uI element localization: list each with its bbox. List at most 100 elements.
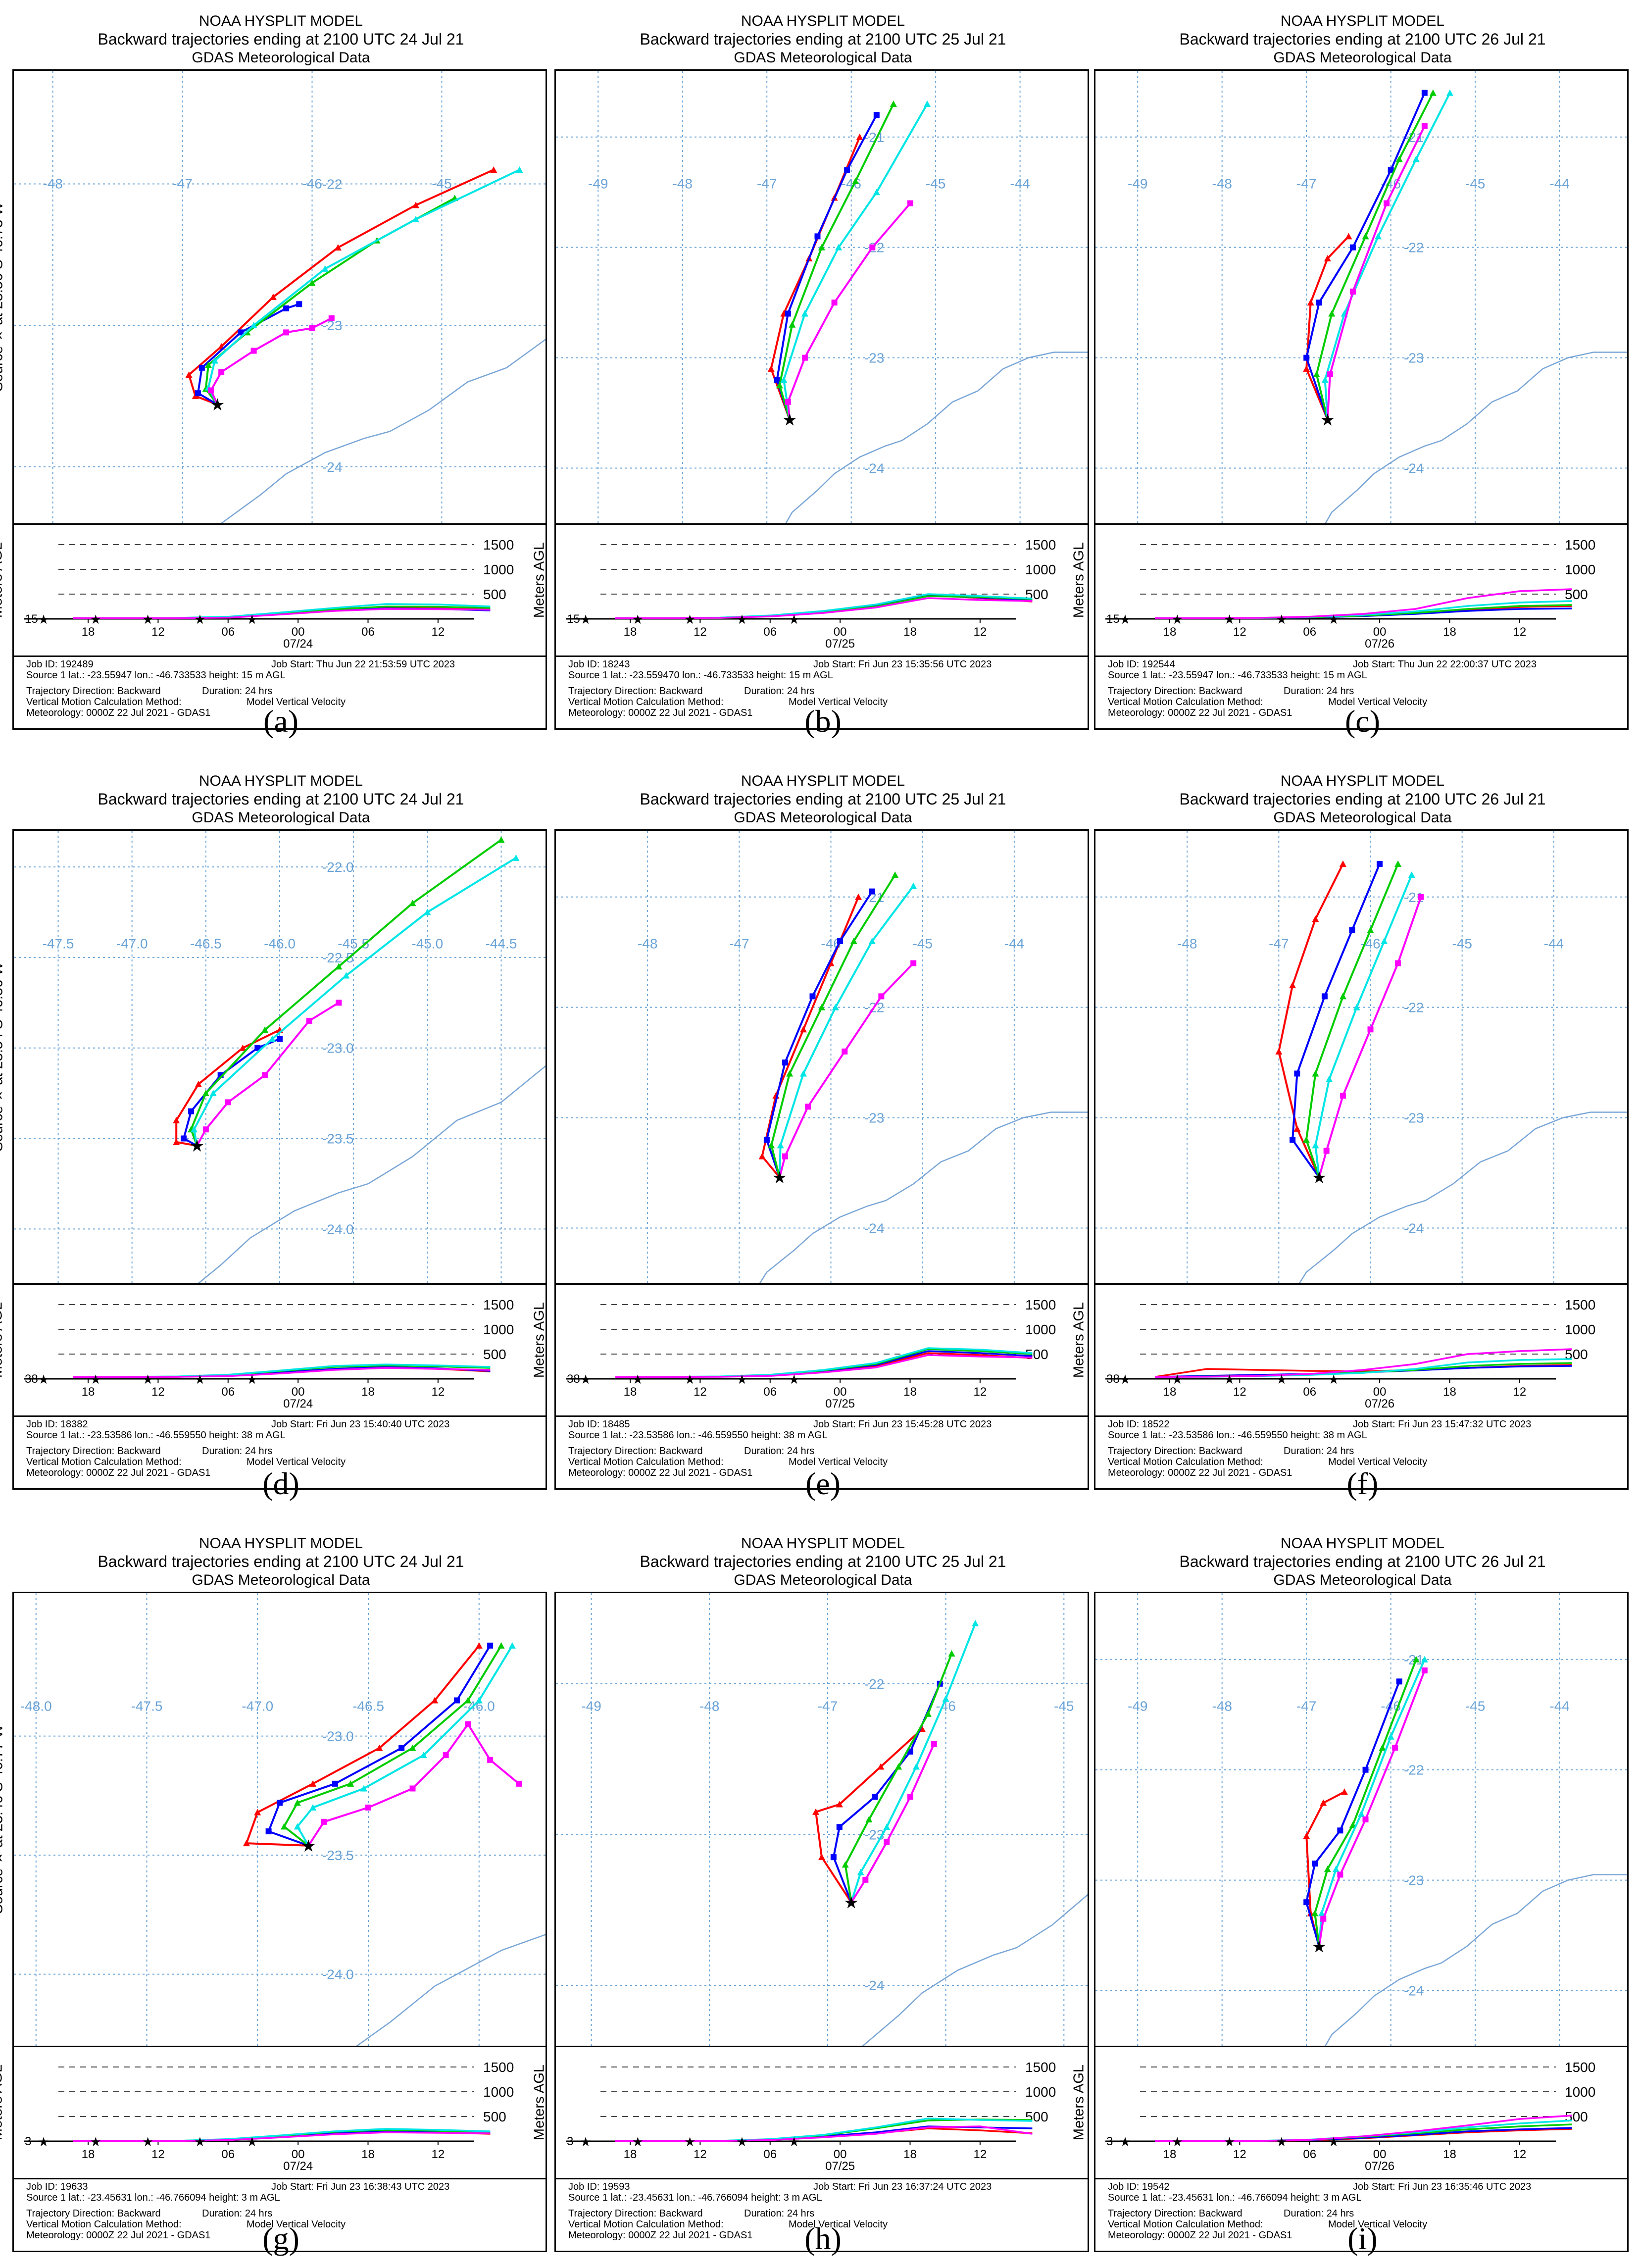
panel-caption: (a) [263, 704, 299, 739]
date-label: 07/25 [825, 637, 855, 651]
lon-tick-label: -45.0 [411, 936, 443, 952]
duration: Duration: 24 hrs [744, 1446, 815, 1457]
vertical-motion-method: Vertical Motion Calculation Method: [26, 1457, 182, 1467]
lon-tick-label: -47.5 [131, 1699, 163, 1714]
trajectory-map: -49-48-47-46-45-44-21-22-23-24★ [1094, 69, 1629, 525]
trajectory-point [1303, 1832, 1310, 1839]
lon-tick-label: -49 [581, 1699, 601, 1714]
meteorology: Meteorology: 0000Z 22 Jul 2021 - GDAS1 [1108, 707, 1292, 718]
height-marker-icon: ★ [194, 1372, 205, 1387]
vertical-motion-value: Model Vertical Velocity [1328, 2219, 1428, 2230]
height-tick-label: 1500 [1025, 1297, 1056, 1312]
panel-e: NOAA HYSPLIT MODEL Backward trajectories … [532, 772, 1092, 1490]
time-tick-label: 00 [834, 1385, 847, 1399]
trajectory-map: -48 -47 -46 -45 -44 -21 -22 -23 -24 ★ [554, 829, 1089, 1285]
trajectory-line-4 [207, 169, 520, 405]
duration: Duration: 24 hrs [202, 686, 273, 697]
trajectory-point [832, 1004, 839, 1010]
panel-b: NOAA HYSPLIT MODEL Backward trajectories … [532, 12, 1092, 730]
job-id: Job ID: 18382 [26, 1419, 88, 1430]
trajectory-point [335, 963, 343, 970]
trajectory-point [774, 377, 780, 383]
height-marker-icon: ★ [1276, 1372, 1287, 1387]
meteorology: Meteorology: 0000Z 22 Jul 2021 - GDAS1 [1108, 2230, 1292, 2241]
lat-tick-label: -22 [1404, 1000, 1424, 1015]
job-info-box: Job ID: 18522 Job Start: Fri Jun 23 15:47… [1094, 1415, 1629, 1490]
meteorology: Meteorology: 0000Z 22 Jul 2021 - GDAS1 [26, 1467, 211, 1478]
trajectory-point [431, 1697, 439, 1704]
panel-title: NOAA HYSPLIT MODEL [1280, 13, 1445, 29]
height-canvas: 1500 1000 500 3 18 12 06 00 18 12 07/25 ★ ★ ★ ★ ★ [566, 2060, 1056, 2173]
trajectory-direction: Trajectory Direction: Backward [1108, 2208, 1242, 2219]
trajectory-point [280, 1823, 288, 1830]
map-canvas: -48 -47 -46 -45 -44-21-22-23-24★ [556, 831, 1088, 1283]
height-line-1 [1155, 2128, 1572, 2142]
duration: Duration: 24 hrs [1284, 686, 1354, 697]
panel-title: NOAA HYSPLIT MODEL [199, 1535, 363, 1552]
height-tick-label: 1500 [1025, 2060, 1056, 2075]
trajectory-point [852, 177, 859, 184]
height-tick-label: 1500 [483, 537, 514, 553]
trajectory-point [869, 888, 875, 895]
height-profile-plot: 1500 1000 500 3 18 12 06 00 18 12 07/24 ★ ★ ★ ★ ★ [12, 2046, 547, 2179]
height-profile-plot: 1500 1000 500 15 18 12 06 00 06 12 07/24 ★ ★ ★ ★ ★ [12, 523, 547, 657]
vertical-motion-value: Model Vertical Velocity [789, 697, 888, 707]
trajectory-point [786, 1070, 794, 1077]
trajectory-point [243, 1840, 250, 1847]
trajectory-point [924, 100, 931, 107]
trajectory-point [334, 244, 342, 251]
coastline [759, 1111, 1088, 1283]
trajectory-direction: Trajectory Direction: Backward [568, 1446, 703, 1457]
trajectory-point [785, 310, 791, 317]
meteorology: Meteorology: 0000Z 22 Jul 2021 - GDAS1 [26, 2230, 211, 2241]
trajectory-map: -48.0 -47.5 -47.0 -46.5 -46.0 -23.0 -23.5 -24.0… [12, 1592, 547, 2047]
time-tick-label: 12 [1233, 625, 1246, 639]
trajectory-point [1313, 371, 1320, 378]
trajectory-point [1421, 90, 1428, 96]
trajectory-point [254, 1045, 261, 1051]
trajectory-point [818, 1854, 825, 1861]
time-tick-label: 12 [974, 1385, 987, 1399]
panel-title: NOAA HYSPLIT MODEL [1280, 773, 1445, 789]
source-star-icon: ★ [301, 1837, 316, 1856]
vertical-motion-value: Model Vertical Velocity [789, 1457, 888, 1467]
date-label: 07/24 [283, 2160, 313, 2173]
job-start: Job Start: Fri Jun 23 16:37:24 UTC 2023 [813, 2181, 992, 2192]
trajectory-point [1379, 1744, 1386, 1751]
trajectory-point [948, 1650, 955, 1657]
lon-tick-label: -44 [1549, 1699, 1569, 1714]
trajectory-line-4 [850, 1623, 977, 1903]
panel-subtitle: Backward trajectories ending at 2100 UTC… [640, 30, 1006, 48]
time-tick-label: 12 [432, 2148, 445, 2161]
trajectory-point [777, 1142, 784, 1149]
trajectory-point [328, 315, 335, 321]
trajectory-point [424, 908, 431, 915]
height-marker-icon: ★ [1224, 612, 1235, 627]
panel-caption: (c) [1344, 704, 1381, 739]
trajectory-line-1 [188, 169, 495, 405]
source-star-icon: ★ [782, 410, 797, 429]
height-tick-label: 1000 [1025, 1322, 1056, 1337]
height-tick-label: 500 [1025, 2109, 1048, 2124]
time-tick-label: 12 [432, 1385, 445, 1399]
lon-tick-label: -48 [672, 176, 692, 192]
trajectory-point [1375, 233, 1382, 240]
trajectory-point [497, 1642, 505, 1649]
trajectory-point [173, 1138, 180, 1145]
trajectory-point [1324, 254, 1331, 261]
time-tick-label: 18 [82, 1385, 95, 1399]
lat-tick-label: -24 [1404, 461, 1424, 476]
trajectory-point [1358, 1810, 1365, 1817]
height-tick-label: 1000 [1565, 562, 1595, 577]
lat-tick-label: -23 [864, 1827, 884, 1842]
panel-met-data: GDAS Meteorological Data [734, 1572, 912, 1588]
trajectory-point [1303, 365, 1310, 372]
lon-tick-label: -47 [757, 176, 777, 192]
trajectory-point [1312, 915, 1319, 922]
time-tick-label: 18 [903, 2148, 917, 2161]
height-canvas: 1500 1000 500 3 18 12 06 00 18 12 07/24 ★ ★ ★ ★ ★ [24, 2060, 514, 2173]
time-tick-label: 06 [1303, 625, 1316, 639]
trajectory-point [831, 300, 838, 306]
trajectory-line-1 [815, 1728, 923, 1903]
vertical-motion-method: Vertical Motion Calculation Method: [568, 2219, 724, 2230]
